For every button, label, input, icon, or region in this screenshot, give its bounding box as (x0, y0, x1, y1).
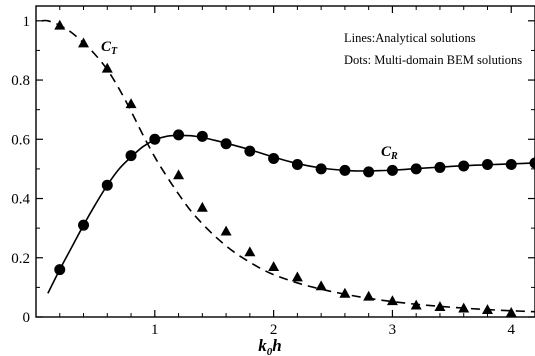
data-point-cr (268, 153, 280, 165)
y-tick-label: 0.8 (11, 73, 30, 89)
data-point-cr (149, 133, 161, 145)
y-tick-label: 0.2 (11, 251, 30, 267)
data-point-cr (54, 264, 66, 276)
series-label-ct-sub: T (111, 46, 118, 57)
data-point-ct (410, 299, 422, 310)
data-point-ct (458, 302, 470, 313)
data-point-cr (505, 158, 517, 170)
y-tick-label: 0.4 (11, 192, 30, 208)
data-point-ct (125, 98, 137, 109)
x-axis-title-main: k (258, 336, 267, 355)
data-point-ct (220, 225, 232, 236)
data-point-cr (78, 219, 90, 231)
x-axis-title: k0h (258, 336, 281, 356)
data-point-cr (173, 129, 185, 141)
series-label-ct-name: C (101, 39, 112, 55)
data-point-cr (410, 163, 422, 175)
data-point-cr (481, 158, 493, 170)
data-point-cr (244, 145, 256, 157)
x-axis-title-sub: 0 (267, 346, 273, 356)
data-point-ct (315, 280, 327, 291)
annotation-dots: Dots: Multi-domain BEM solutions (344, 53, 522, 67)
data-point-ct (173, 169, 185, 180)
series-label-cr: CR (381, 144, 398, 162)
y-tick-label: 1 (23, 14, 31, 30)
x-tick-label: 2 (270, 322, 278, 338)
data-point-ct (101, 62, 113, 73)
data-point-ct (244, 246, 256, 257)
data-point-ct (196, 201, 208, 212)
x-tick-label: 1 (151, 322, 159, 338)
y-tick-label: 0.6 (11, 132, 30, 148)
series-label-cr-name: C (381, 144, 392, 160)
data-point-cr (458, 160, 470, 172)
data-point-cr (363, 166, 375, 178)
x-tick-label: 3 (389, 322, 397, 338)
data-point-ct (339, 287, 351, 298)
data-point-ct (434, 301, 446, 312)
y-tick-label: 0 (23, 310, 31, 326)
data-point-ct (78, 37, 90, 48)
data-point-ct (268, 261, 280, 272)
series-label-cr-sub: R (390, 151, 398, 162)
data-point-ct (291, 271, 303, 282)
data-point-cr (220, 138, 232, 150)
data-point-cr (196, 130, 208, 142)
plot-frame (35, 5, 535, 318)
data-point-cr (315, 163, 327, 175)
x-axis-title-suffix: h (272, 336, 281, 355)
data-point-cr (434, 161, 446, 173)
data-point-cr (125, 150, 137, 162)
data-point-cr (386, 164, 398, 176)
data-point-cr (529, 157, 535, 169)
data-point-ct (481, 304, 493, 314)
data-point-cr (291, 158, 303, 170)
annotation-lines: Lines:Analytical solutions (344, 31, 476, 45)
series-line-cr (47, 134, 535, 294)
x-tick-label: 4 (507, 322, 515, 338)
series-label-ct: CT (101, 39, 118, 57)
data-point-ct (54, 19, 66, 30)
data-point-cr (339, 164, 351, 176)
data-point-ct (363, 290, 375, 301)
data-point-cr (101, 179, 113, 191)
data-point-ct (386, 295, 398, 306)
data-point-ct (505, 307, 517, 317)
